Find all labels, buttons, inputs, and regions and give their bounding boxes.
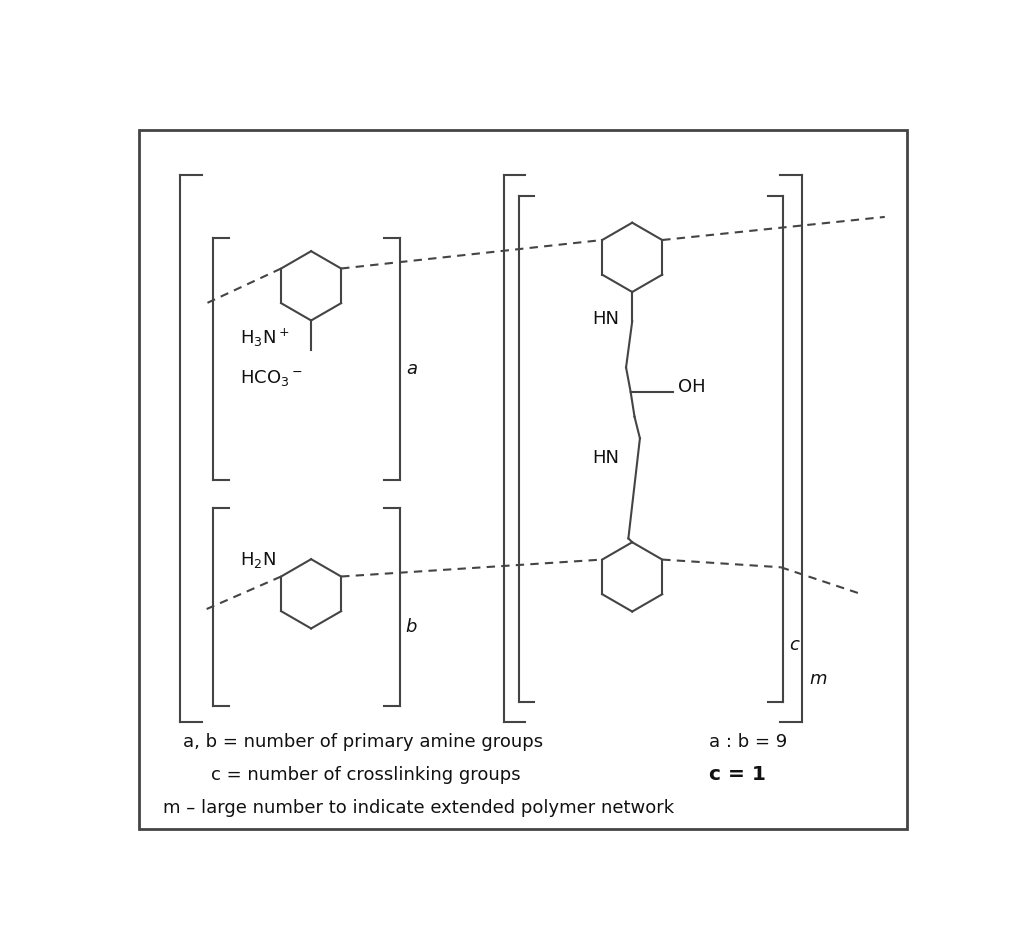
Text: HN: HN <box>592 310 619 328</box>
Text: a: a <box>405 360 417 378</box>
Text: m: m <box>810 670 827 688</box>
Text: c: c <box>789 635 799 653</box>
Text: H$_3$N$^+$: H$_3$N$^+$ <box>240 327 289 349</box>
FancyBboxPatch shape <box>140 130 907 829</box>
Text: H$_2$N: H$_2$N <box>240 550 276 570</box>
Text: a, b = number of primary amine groups: a, b = number of primary amine groups <box>183 732 543 750</box>
Text: HN: HN <box>592 449 619 467</box>
Text: c = 1: c = 1 <box>710 766 766 785</box>
Text: OH: OH <box>678 378 707 396</box>
Text: m – large number to indicate extended polymer network: m – large number to indicate extended po… <box>162 799 674 817</box>
Text: c = number of crosslinking groups: c = number of crosslinking groups <box>211 766 521 784</box>
Text: HCO$_3$$^-$: HCO$_3$$^-$ <box>240 368 302 388</box>
Text: b: b <box>405 618 418 636</box>
Text: a : b = 9: a : b = 9 <box>710 732 787 750</box>
